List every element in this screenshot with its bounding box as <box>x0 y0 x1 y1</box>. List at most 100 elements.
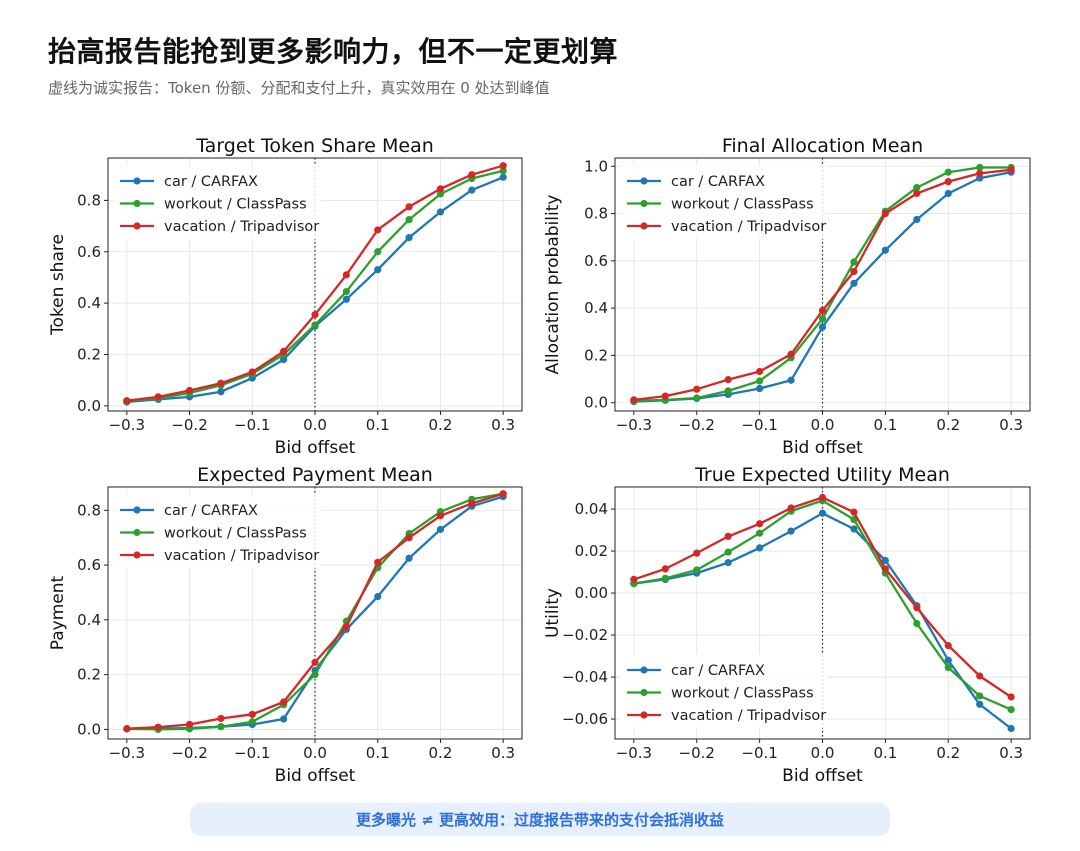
legend-marker <box>133 222 141 230</box>
legend-label: workout / ClassPass <box>164 197 307 213</box>
x-tick-label: −0.2 <box>679 416 715 434</box>
y-tick-label: 0.0 <box>77 397 101 415</box>
x-tick-label: 0.2 <box>936 744 960 762</box>
x-tick-label: 0.1 <box>366 416 390 434</box>
data-point <box>881 556 889 565</box>
chart-title: True Expected Utility Mean <box>694 464 950 486</box>
data-point <box>217 388 225 396</box>
data-point <box>818 509 827 517</box>
y-tick-label: −0.02 <box>562 626 608 644</box>
data-point <box>881 246 889 254</box>
x-tick-label: 0.3 <box>999 416 1023 434</box>
page-title: 抬高报告能抢到更多影响力，但不一定更划算 <box>48 35 619 68</box>
data-point <box>405 234 413 242</box>
legend-marker <box>640 222 648 230</box>
data-point <box>850 267 858 276</box>
data-point <box>976 163 984 172</box>
data-point <box>499 173 507 181</box>
legend-marker <box>640 688 648 697</box>
x-tick-label: −0.2 <box>171 744 207 762</box>
y-tick-label: 1.0 <box>584 157 608 175</box>
x-tick-label: −0.1 <box>234 416 270 434</box>
data-point <box>436 208 445 216</box>
takeaway-callout: 更多曝光 ≠ 更高效用：过度报告带来的支付会抵消收益 <box>190 803 890 836</box>
data-point <box>311 311 319 319</box>
y-tick-label: 0.04 <box>575 500 608 518</box>
data-point <box>468 499 476 508</box>
legend-marker <box>640 711 648 719</box>
data-point <box>787 504 795 512</box>
y-tick-label: 0.2 <box>584 346 608 364</box>
data-point <box>818 493 827 502</box>
data-point <box>913 215 921 224</box>
data-point <box>1007 693 1015 701</box>
data-point <box>468 186 476 194</box>
chart-panel-2: −0.3 −0.2 −0.1 0.0 0.1 0.2 0.3 0.0 0.2 0.4 0.6 0.8 1… <box>543 135 1031 458</box>
data-point <box>944 189 952 198</box>
y-tick-label: 0.0 <box>77 720 101 738</box>
data-point <box>280 698 288 706</box>
x-tick-label: −0.3 <box>616 744 652 762</box>
x-tick-label: −0.2 <box>679 744 715 762</box>
data-point <box>913 189 921 198</box>
x-tick-label: −0.1 <box>741 744 777 762</box>
data-point <box>342 295 350 303</box>
data-point <box>217 723 225 731</box>
data-point <box>818 315 827 323</box>
data-point <box>944 656 952 664</box>
data-point <box>405 216 413 224</box>
data-point <box>342 271 350 279</box>
x-tick-label: 0.1 <box>873 744 897 762</box>
legend-marker <box>640 666 648 674</box>
data-point <box>123 397 131 405</box>
y-axis-label: Utility <box>543 588 563 638</box>
chart-title: Final Allocation Mean <box>722 135 923 157</box>
data-point <box>154 393 162 401</box>
legend-marker <box>133 528 141 537</box>
y-tick-label: 0.0 <box>584 394 608 412</box>
x-tick-label: 0.2 <box>429 416 453 434</box>
legend-label: vacation / Tripadvisor <box>164 219 319 235</box>
data-point <box>1007 706 1015 714</box>
legend-label: workout / ClassPass <box>671 686 814 702</box>
data-point <box>787 350 795 358</box>
legend-label: car / CARFAX <box>671 174 765 190</box>
data-point <box>724 559 732 567</box>
data-point <box>311 671 319 679</box>
chart-title: Target Token Share Mean <box>195 135 434 157</box>
chart-panel-1: −0.3 −0.2 −0.1 0.0 0.1 0.2 0.3 0.0 0.2 0.4 0.6 0.8 T… <box>48 135 523 458</box>
data-point <box>374 558 382 566</box>
x-tick-label: −0.1 <box>741 416 777 434</box>
x-tick-label: 0.1 <box>873 416 897 434</box>
data-point <box>693 385 701 393</box>
data-point <box>311 321 319 329</box>
x-tick-label: −0.3 <box>109 744 145 762</box>
x-axis-label: Bid offset <box>275 438 356 458</box>
chart-panel-3: −0.3 −0.2 −0.1 0.0 0.1 0.2 0.3 0.0 0.2 0.4 0.6 0.8 E… <box>48 464 523 786</box>
data-point <box>630 396 638 404</box>
data-point <box>1007 724 1015 733</box>
data-point <box>374 226 382 234</box>
data-point <box>342 287 350 296</box>
data-point <box>661 574 669 582</box>
y-tick-label: 0.4 <box>584 299 608 317</box>
data-point <box>405 554 413 562</box>
data-point <box>1007 166 1015 174</box>
data-point <box>913 183 921 192</box>
legend-label: workout / ClassPass <box>671 197 814 213</box>
y-axis-label: Allocation probability <box>543 195 563 375</box>
data-point <box>787 527 795 535</box>
y-tick-label: 0.00 <box>575 584 608 602</box>
legend-box <box>620 165 828 239</box>
y-tick-label: −0.06 <box>562 710 608 728</box>
data-point <box>499 162 507 170</box>
y-tick-label: 0.4 <box>77 611 101 629</box>
y-axis-label: Token share <box>48 234 68 336</box>
legend-box <box>113 165 321 239</box>
data-point <box>248 710 256 718</box>
data-point <box>248 368 256 376</box>
data-point <box>374 592 382 601</box>
legend-label: vacation / Tripadvisor <box>164 548 319 564</box>
chart-title: Expected Payment Mean <box>197 464 433 486</box>
data-point <box>630 575 638 584</box>
